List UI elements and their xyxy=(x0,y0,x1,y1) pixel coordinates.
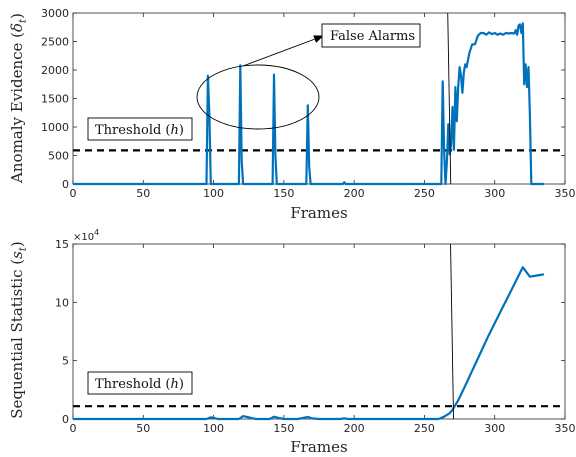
y-axis-label-symbol: δ xyxy=(8,23,26,32)
change-point-group xyxy=(447,12,452,185)
false-alarms-arrow xyxy=(242,35,324,67)
x-tick-label: 200 xyxy=(344,422,365,435)
y-tick-label: 0 xyxy=(62,413,69,426)
x-tick-label: 250 xyxy=(414,422,435,435)
annotation-box xyxy=(321,23,421,48)
y-axis-multiplier: ×104 xyxy=(73,228,99,243)
x-tick-label: 300 xyxy=(484,187,505,200)
threshold-label-close: ) xyxy=(179,123,184,138)
change-point-group xyxy=(450,243,454,420)
threshold-label: Threshold (h) xyxy=(95,377,184,392)
axis-ticks: 0 50 100 150 200 250 300 350 0 500 1000 1500 2000 250… xyxy=(41,7,576,200)
x-axis-label: Frames xyxy=(290,204,347,222)
y-axis-label: Sequential Statistic (st) xyxy=(8,241,29,419)
x-tick-label: 150 xyxy=(273,422,294,435)
y-axis-label-symbol: s xyxy=(8,251,26,259)
y-axis-label-close: ) xyxy=(8,241,26,247)
change-point-line xyxy=(447,12,452,185)
x-tick-label: 200 xyxy=(344,187,365,200)
threshold-label-text: Threshold ( xyxy=(95,377,171,392)
y-multiplier-base: ×10 xyxy=(73,232,94,243)
x-tick-label: 0 xyxy=(70,422,77,435)
threshold-label-box xyxy=(87,371,193,395)
false-alarms-ellipse xyxy=(196,64,320,130)
series-line xyxy=(73,22,544,186)
x-tick-label: 100 xyxy=(203,187,224,200)
x-tick-label: 50 xyxy=(136,422,150,435)
y-tick-label: 2000 xyxy=(41,64,69,77)
y-tick-label: 10 xyxy=(55,296,69,309)
y-axis-label: Anomaly Evidence (δt) xyxy=(8,13,29,184)
y-axis-label-subscript: t xyxy=(18,18,29,23)
threshold-label-text: Threshold ( xyxy=(95,123,171,138)
x-tick-label: 300 xyxy=(484,422,505,435)
y-axis-label-close: ) xyxy=(8,13,26,19)
y-tick-label: 0 xyxy=(62,178,69,191)
y-tick-label: 15 xyxy=(55,238,69,251)
y-tick-label: 5 xyxy=(62,355,69,368)
y-tick-label: 2500 xyxy=(41,36,69,49)
series-group xyxy=(73,266,545,421)
x-tick-label: 0 xyxy=(70,187,77,200)
false-alarms-label: False Alarms xyxy=(330,29,415,44)
threshold-label: Threshold (h) xyxy=(95,123,184,138)
panel-sequential-statistic: 0 50 100 150 200 250 300 350 0 5 10 15 ×104 Thresho… xyxy=(8,228,576,456)
x-tick-label: 350 xyxy=(555,422,576,435)
y-axis-label-text: Sequential Statistic ( xyxy=(8,259,26,419)
x-tick-label: 50 xyxy=(136,187,150,200)
threshold-label-symbol: h xyxy=(171,123,179,138)
change-point-line xyxy=(450,243,454,420)
x-tick-label: 250 xyxy=(414,187,435,200)
threshold-label-symbol: h xyxy=(171,377,179,392)
y-multiplier-exponent: 4 xyxy=(94,228,99,237)
panel-anomaly-evidence: 0 50 100 150 200 250 300 350 0 500 1000 1500 2000 250… xyxy=(8,7,576,222)
y-tick-label: 1500 xyxy=(41,93,69,106)
series-group xyxy=(73,22,544,186)
x-tick-label: 100 xyxy=(203,422,224,435)
y-tick-label: 500 xyxy=(48,150,69,163)
axis-ticks: 0 50 100 150 200 250 300 350 0 5 10 15 xyxy=(55,238,576,435)
x-tick-label: 150 xyxy=(273,187,294,200)
y-tick-label: 3000 xyxy=(41,7,69,20)
y-axis-label-text: Anomaly Evidence ( xyxy=(8,32,26,184)
y-tick-label: 1000 xyxy=(41,121,69,134)
threshold-label-close: ) xyxy=(179,377,184,392)
threshold-label-box xyxy=(87,117,193,141)
y-axis-label-subscript: t xyxy=(18,246,29,251)
x-axis-label: Frames xyxy=(290,438,347,456)
x-tick-label: 350 xyxy=(555,187,576,200)
series-line xyxy=(73,266,545,421)
